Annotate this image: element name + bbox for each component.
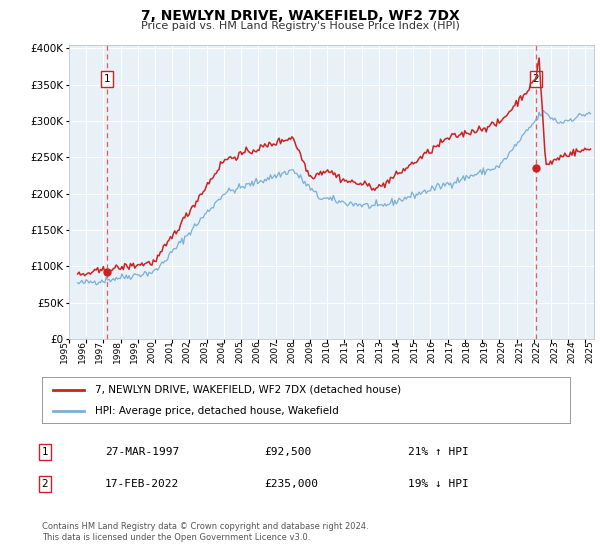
Text: 2: 2 — [533, 74, 539, 84]
Text: 21% ↑ HPI: 21% ↑ HPI — [408, 447, 469, 457]
Text: 2016: 2016 — [428, 340, 437, 363]
Text: 2017: 2017 — [445, 340, 454, 363]
Text: 2005: 2005 — [235, 340, 244, 363]
Text: 2018: 2018 — [463, 340, 472, 363]
Text: 7, NEWLYN DRIVE, WAKEFIELD, WF2 7DX (detached house): 7, NEWLYN DRIVE, WAKEFIELD, WF2 7DX (det… — [95, 385, 401, 395]
Text: 2021: 2021 — [515, 340, 524, 363]
Text: This data is licensed under the Open Government Licence v3.0.: This data is licensed under the Open Gov… — [42, 533, 310, 542]
Text: 2007: 2007 — [270, 340, 279, 363]
Text: 2: 2 — [41, 479, 49, 489]
Text: 27-MAR-1997: 27-MAR-1997 — [105, 447, 179, 457]
Text: Contains HM Land Registry data © Crown copyright and database right 2024.: Contains HM Land Registry data © Crown c… — [42, 522, 368, 531]
Text: 2023: 2023 — [550, 340, 559, 363]
Text: 2004: 2004 — [218, 340, 227, 363]
Text: 2006: 2006 — [253, 340, 262, 363]
Text: 2014: 2014 — [393, 340, 402, 363]
Text: 2009: 2009 — [305, 340, 314, 363]
Text: 1: 1 — [41, 447, 49, 457]
Text: 2015: 2015 — [410, 340, 419, 363]
Text: 7, NEWLYN DRIVE, WAKEFIELD, WF2 7DX: 7, NEWLYN DRIVE, WAKEFIELD, WF2 7DX — [140, 9, 460, 23]
Text: 2011: 2011 — [340, 340, 349, 363]
Text: 2024: 2024 — [568, 340, 577, 363]
Text: 2003: 2003 — [200, 340, 209, 363]
Text: 2002: 2002 — [183, 340, 192, 363]
Text: 2008: 2008 — [288, 340, 297, 363]
Text: 2022: 2022 — [533, 340, 542, 363]
Text: 17-FEB-2022: 17-FEB-2022 — [105, 479, 179, 489]
Text: 2010: 2010 — [323, 340, 332, 363]
Text: 1996: 1996 — [78, 340, 87, 363]
Text: £92,500: £92,500 — [264, 447, 311, 457]
Text: 2019: 2019 — [480, 340, 489, 363]
Text: 2000: 2000 — [148, 340, 157, 363]
Text: 2012: 2012 — [358, 340, 367, 363]
Text: 1: 1 — [104, 74, 110, 84]
Text: HPI: Average price, detached house, Wakefield: HPI: Average price, detached house, Wake… — [95, 407, 338, 416]
Text: 2001: 2001 — [165, 340, 174, 363]
Text: 1997: 1997 — [95, 340, 104, 363]
Text: 2013: 2013 — [375, 340, 384, 363]
Text: 2025: 2025 — [585, 340, 594, 363]
Text: 19% ↓ HPI: 19% ↓ HPI — [408, 479, 469, 489]
Text: 1998: 1998 — [113, 340, 122, 363]
Text: 1995: 1995 — [60, 340, 69, 363]
Text: 2020: 2020 — [498, 340, 507, 363]
Text: £235,000: £235,000 — [264, 479, 318, 489]
Text: 1999: 1999 — [130, 340, 139, 363]
Text: Price paid vs. HM Land Registry's House Price Index (HPI): Price paid vs. HM Land Registry's House … — [140, 21, 460, 31]
